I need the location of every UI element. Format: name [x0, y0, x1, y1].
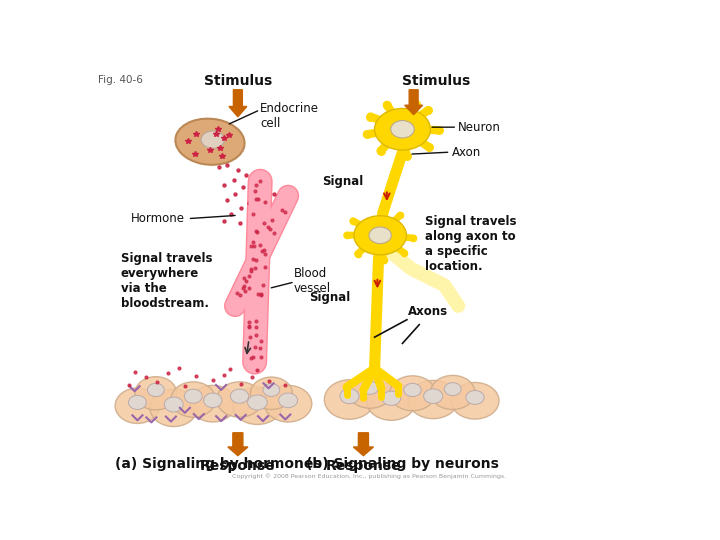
Ellipse shape: [382, 391, 400, 406]
Text: Signal travels
everywhere
via the
bloodstream.: Signal travels everywhere via the bloods…: [121, 252, 212, 310]
Text: (b) Signaling by neurons: (b) Signaling by neurons: [306, 457, 499, 471]
Text: Copyright © 2008 Pearson Education, Inc., publishing as Pearson Benjamin Cumming: Copyright © 2008 Pearson Education, Inc.…: [232, 473, 506, 478]
Ellipse shape: [115, 388, 160, 423]
Ellipse shape: [164, 397, 183, 412]
Ellipse shape: [201, 131, 225, 149]
Text: Response: Response: [200, 459, 276, 473]
Text: Blood
vessel: Blood vessel: [294, 267, 330, 295]
Ellipse shape: [150, 389, 197, 427]
Text: Axon: Axon: [451, 146, 481, 159]
Text: Neuron: Neuron: [459, 120, 501, 134]
Ellipse shape: [128, 395, 146, 409]
Ellipse shape: [361, 381, 379, 394]
Text: Hormone: Hormone: [131, 212, 185, 225]
FancyArrow shape: [228, 433, 248, 456]
Text: Fig. 40-6: Fig. 40-6: [99, 75, 143, 85]
Ellipse shape: [366, 383, 416, 420]
Ellipse shape: [374, 109, 431, 150]
Ellipse shape: [176, 119, 245, 165]
Text: Response: Response: [325, 459, 401, 473]
Ellipse shape: [233, 387, 282, 424]
FancyArrow shape: [229, 90, 247, 117]
Ellipse shape: [390, 376, 436, 411]
Ellipse shape: [248, 395, 267, 410]
Ellipse shape: [466, 390, 484, 404]
Text: Signal: Signal: [322, 175, 364, 188]
Ellipse shape: [423, 389, 443, 403]
Ellipse shape: [264, 386, 312, 422]
Ellipse shape: [408, 380, 459, 418]
Ellipse shape: [279, 393, 297, 408]
Text: Signal: Signal: [310, 291, 351, 304]
Ellipse shape: [354, 216, 406, 255]
Ellipse shape: [324, 380, 374, 419]
Ellipse shape: [171, 382, 215, 417]
Ellipse shape: [204, 393, 222, 408]
Ellipse shape: [251, 377, 292, 409]
Ellipse shape: [340, 389, 359, 404]
Text: Signal travels
along axon to
a specific
location.: Signal travels along axon to a specific …: [425, 214, 516, 273]
Ellipse shape: [369, 227, 392, 244]
Ellipse shape: [348, 374, 392, 408]
Ellipse shape: [148, 383, 164, 396]
Text: Stimulus: Stimulus: [204, 73, 272, 87]
Text: Axons: Axons: [408, 306, 448, 319]
FancyArrow shape: [405, 90, 423, 114]
Ellipse shape: [391, 120, 414, 138]
Ellipse shape: [451, 382, 499, 419]
Text: Stimulus: Stimulus: [402, 73, 470, 87]
Ellipse shape: [263, 383, 280, 396]
Ellipse shape: [404, 383, 421, 396]
Ellipse shape: [190, 386, 235, 422]
Ellipse shape: [444, 383, 462, 396]
Text: (a) Signaling by hormones: (a) Signaling by hormones: [115, 457, 322, 471]
FancyArrow shape: [354, 433, 374, 456]
Ellipse shape: [184, 389, 202, 403]
Text: Endocrine
cell: Endocrine cell: [260, 102, 319, 130]
Ellipse shape: [135, 377, 177, 410]
Ellipse shape: [217, 382, 262, 417]
Ellipse shape: [230, 389, 248, 403]
Ellipse shape: [431, 375, 475, 409]
